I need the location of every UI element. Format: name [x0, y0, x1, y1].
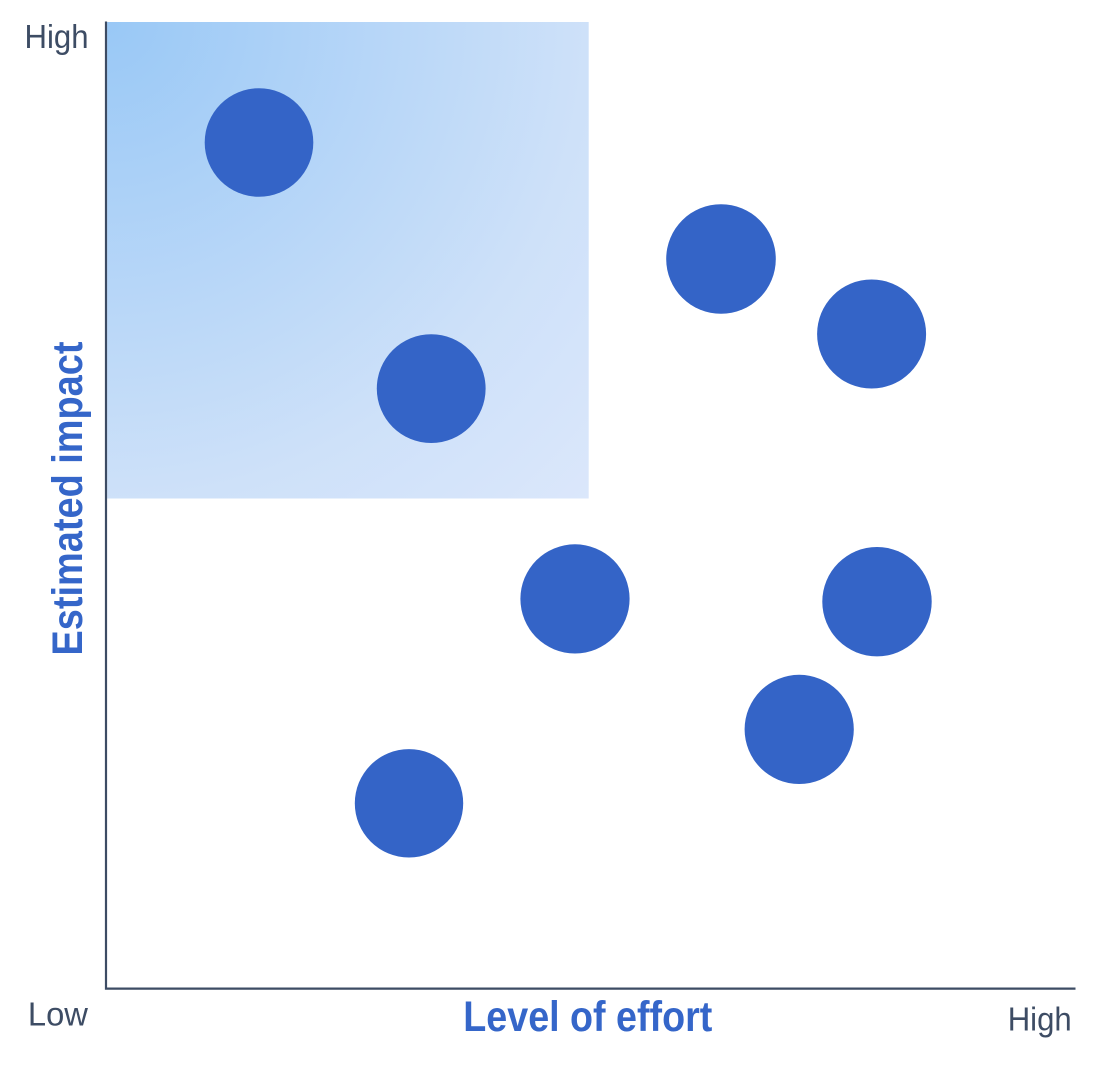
- svg-text:Level of effort: Level of effort: [463, 994, 712, 1041]
- svg-text:High: High: [25, 18, 89, 55]
- svg-text:Low: Low: [28, 996, 88, 1033]
- svg-text:Estimated impact: Estimated impact: [45, 342, 92, 656]
- svg-text:High: High: [1008, 1001, 1072, 1038]
